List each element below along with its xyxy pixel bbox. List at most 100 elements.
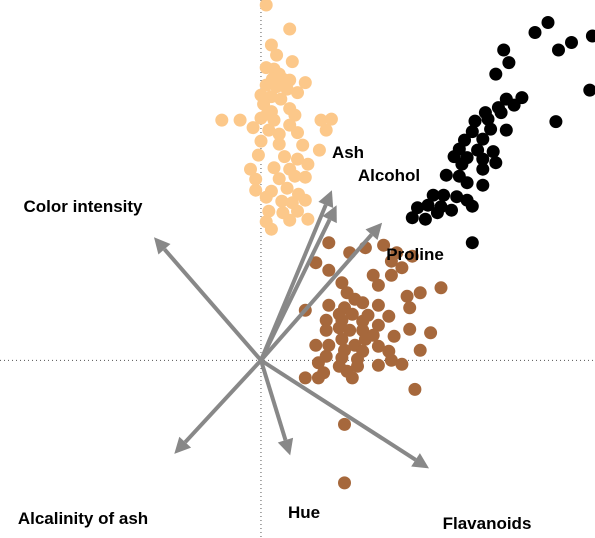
vector-arrow-alcalinity-of-ash <box>183 358 263 444</box>
data-point-series-1-48 <box>249 172 263 186</box>
data-point-series-3-6 <box>405 249 419 263</box>
data-point-series-2-1 <box>541 16 555 29</box>
data-point-series-3-10 <box>322 263 336 277</box>
data-point-series-3-59 <box>371 358 385 372</box>
data-point-series-3-9 <box>395 261 409 275</box>
data-point-series-3-20 <box>322 298 336 312</box>
data-point-series-1-13 <box>259 78 273 92</box>
data-point-series-2-32 <box>439 168 453 182</box>
data-point-series-1-3 <box>264 38 278 52</box>
data-point-series-2-4 <box>565 36 578 49</box>
data-point-series-1-45 <box>267 161 281 175</box>
data-point-series-2-26 <box>486 145 500 159</box>
data-point-series-3-60 <box>395 357 409 371</box>
data-point-series-1-29 <box>314 113 328 127</box>
data-point-series-3-58 <box>351 359 364 373</box>
data-point-series-2-36 <box>476 178 490 192</box>
vector-arrowhead-color-intensity <box>154 237 171 255</box>
data-point-series-3-8 <box>309 256 323 270</box>
vector-arrowhead-proline <box>365 222 383 240</box>
data-point-series-1-50 <box>288 169 302 183</box>
data-point-series-2-23 <box>476 132 490 146</box>
data-point-series-3-4 <box>377 238 391 252</box>
vector-label-color-intensity: Color intensity <box>23 197 143 216</box>
data-point-series-2-3 <box>585 29 595 43</box>
data-point-series-2-16 <box>481 112 495 126</box>
data-point-series-1-14 <box>270 80 284 94</box>
data-point-series-1-63 <box>301 212 315 226</box>
data-point-series-3-29 <box>382 309 396 323</box>
vector-arrowhead-alcohol <box>322 205 337 224</box>
data-point-series-1-26 <box>233 113 247 127</box>
data-point-series-3-22 <box>356 296 370 310</box>
data-point-series-1-59 <box>298 193 312 207</box>
points-layer <box>215 0 595 490</box>
data-point-series-1-36 <box>319 123 333 137</box>
data-point-series-2-6 <box>552 43 565 57</box>
data-point-series-2-31 <box>455 157 469 171</box>
data-point-series-2-20 <box>484 122 498 136</box>
data-point-series-1-16 <box>291 86 304 100</box>
data-point-series-2-19 <box>465 125 479 139</box>
data-point-series-3-45 <box>322 338 336 352</box>
data-point-series-2-41 <box>445 203 458 217</box>
data-point-series-1-56 <box>259 190 273 204</box>
data-point-series-1-57 <box>275 194 289 208</box>
data-point-series-3-42 <box>335 332 349 346</box>
vector-label-flavanoids: Flavanoids <box>443 514 532 533</box>
data-point-series-3-56 <box>311 356 325 370</box>
data-point-series-3-54 <box>384 353 398 367</box>
vector-arrowhead-flavanoids <box>411 453 429 469</box>
vector-arrow-flavanoids <box>259 358 417 462</box>
data-point-series-3-44 <box>309 338 323 352</box>
data-point-series-2-7 <box>502 56 516 70</box>
vector-arrowhead-alcalinity-of-ash <box>174 436 192 454</box>
data-point-series-1-47 <box>301 157 315 171</box>
data-point-series-3-32 <box>356 314 370 328</box>
data-point-series-3-11 <box>366 268 380 282</box>
data-point-series-3-66 <box>408 382 422 396</box>
data-point-series-1-41 <box>251 148 265 162</box>
data-point-series-3-1 <box>322 236 336 250</box>
data-point-series-1-35 <box>291 126 304 140</box>
data-point-series-1-60 <box>262 204 276 218</box>
data-point-series-1-54 <box>280 181 294 195</box>
data-point-series-1-25 <box>215 113 229 127</box>
data-point-series-3-37 <box>343 323 357 337</box>
data-point-series-2-42 <box>421 198 435 212</box>
data-point-series-1-5 <box>285 55 299 69</box>
data-point-series-1-44 <box>244 162 257 176</box>
data-point-series-2-29 <box>476 152 490 166</box>
data-point-series-2-5 <box>497 43 511 57</box>
data-point-series-1-51 <box>298 170 312 184</box>
data-point-series-1-12 <box>298 76 312 90</box>
data-point-series-3-64 <box>345 371 359 385</box>
vector-label-hue: Hue <box>288 503 320 522</box>
data-point-series-2-47 <box>430 206 444 220</box>
data-point-series-3-39 <box>424 326 438 340</box>
data-point-series-1-28 <box>288 108 302 122</box>
data-point-series-3-15 <box>434 281 448 295</box>
vector-arrow-hue <box>259 359 288 441</box>
data-point-series-1-37 <box>254 134 268 148</box>
data-point-series-3-12 <box>384 268 398 282</box>
vector-arrow-color-intensity <box>162 247 263 362</box>
data-point-series-1-38 <box>272 137 286 151</box>
data-point-series-3-63 <box>311 371 325 385</box>
vector-label-alcohol: Alcohol <box>358 166 420 185</box>
data-point-series-3-25 <box>403 301 417 315</box>
data-point-series-3-14 <box>371 278 385 292</box>
data-point-series-1-15 <box>280 82 294 96</box>
data-point-series-1-52 <box>249 183 263 197</box>
data-point-series-2-39 <box>450 190 464 204</box>
data-point-series-1-40 <box>312 143 326 157</box>
data-point-series-2-18 <box>549 115 563 129</box>
data-point-series-2-35 <box>460 176 474 190</box>
data-point-series-2-38 <box>437 188 451 202</box>
data-point-series-1-4 <box>270 48 284 62</box>
vector-label-alcalinity-of-ash: Alcalinity of ash <box>18 509 148 528</box>
data-point-series-3-23 <box>371 298 385 312</box>
data-point-series-3-67 <box>338 417 351 431</box>
data-point-series-2-21 <box>499 123 513 137</box>
